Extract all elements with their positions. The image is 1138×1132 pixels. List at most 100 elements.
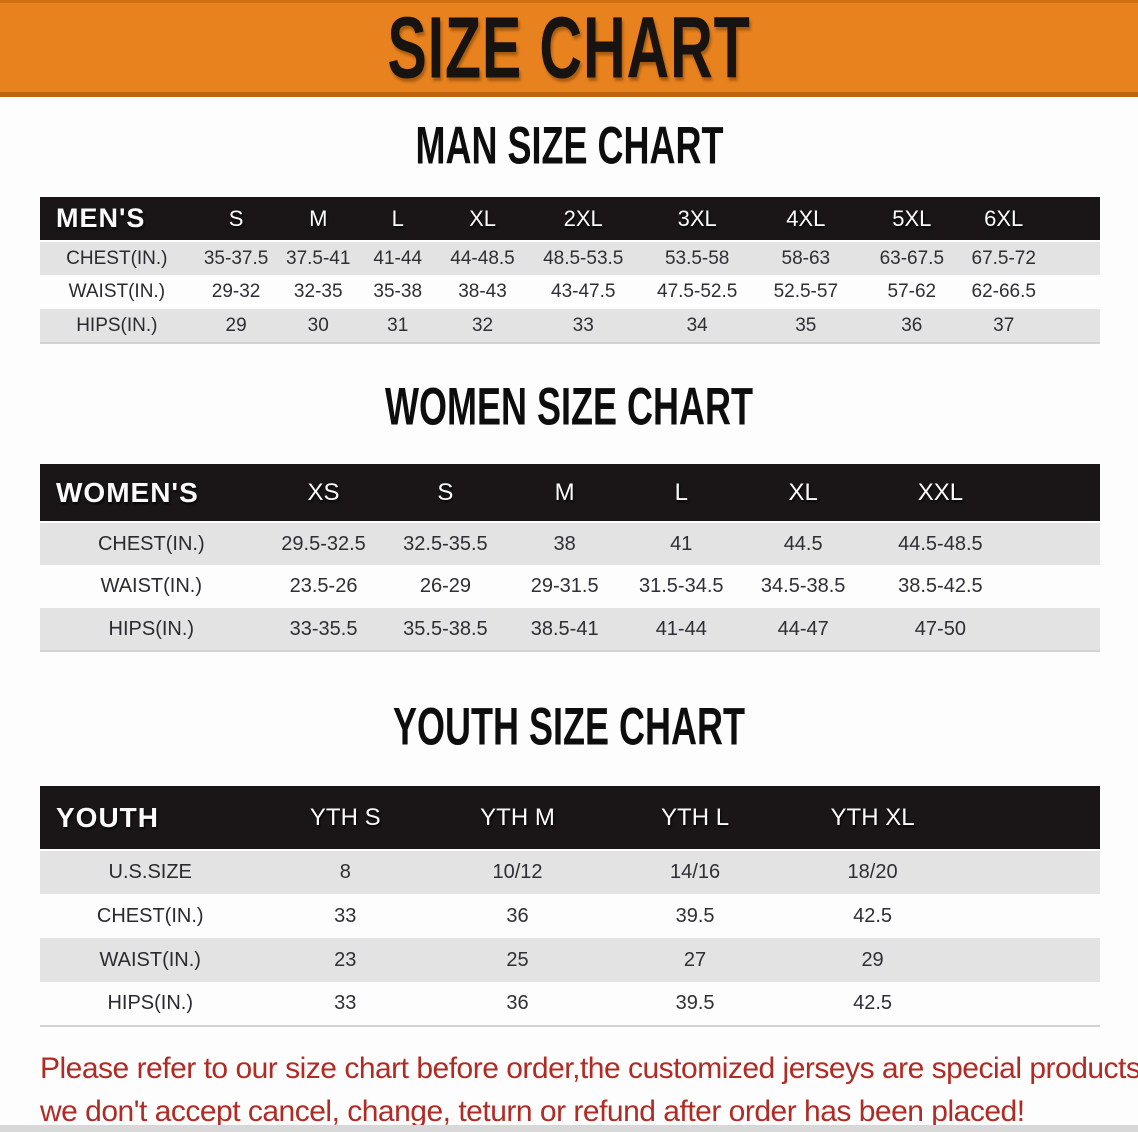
- size-column-header: 6XL: [967, 197, 1100, 242]
- size-value: 43-47.5: [551, 281, 616, 302]
- size-value: 38-43: [458, 281, 507, 302]
- size-column-header: L: [622, 464, 740, 523]
- size-value: 27: [683, 948, 707, 971]
- row-label: WAIST(IN.): [100, 575, 203, 597]
- size-value: 30: [307, 314, 329, 336]
- size-value: 29-32: [211, 281, 261, 302]
- size-value: 41-44: [373, 247, 423, 269]
- size-value: 36: [506, 992, 529, 1014]
- row-label: WAIST(IN.): [68, 281, 166, 302]
- table-row: WAIST(IN.) 29-32 32-35 35-38 38-43 43-47.5 47.…: [40, 275, 1100, 309]
- size-column-header: 3XL: [638, 197, 756, 242]
- table-row: HIPS(IN.) 33-35.5 35.5-38.5 38.5-41 41-44 44-…: [40, 608, 1100, 651]
- size-value: 35-37.5: [203, 247, 269, 269]
- size-column-header: 4XL: [755, 197, 857, 242]
- table-row: WAIST(IN.) 23.5-26 26-29 29-31.5 31.5-34.5 34…: [40, 565, 1100, 608]
- size-value: 32.5-35.5: [403, 532, 488, 555]
- size-value: 33: [572, 314, 594, 336]
- table-row: WAIST(IN.) 23 25 27 29: [40, 938, 1100, 982]
- table-row: HIPS(IN.) 29 30 31 32 33 34 35 36 37: [40, 309, 1100, 343]
- size-column-header: S: [193, 197, 279, 242]
- size-column-header: M: [506, 464, 623, 523]
- size-table: WOMEN'S XS S M L XL XXL CHEST(IN.) 29.5-32.5 32.5…: [40, 464, 1100, 652]
- size-value: 32: [471, 314, 494, 336]
- banner: SIZE CHART: [0, 0, 1138, 97]
- size-value: 35: [795, 314, 817, 336]
- men-section: MAN SIZE CHART MEN'S S M L XL 2XL 3XL 4XL 5XL 6XL…: [0, 116, 1138, 344]
- size-value: 33: [334, 904, 357, 927]
- size-value: 14/16: [670, 861, 721, 883]
- row-label: WAIST(IN.): [99, 948, 201, 971]
- size-value: 37.5-41: [286, 247, 351, 269]
- size-value: 39.5: [675, 992, 715, 1014]
- table-header-row: MEN'S S M L XL 2XL 3XL 4XL 5XL 6XL: [40, 197, 1100, 242]
- row-label: U.S.SIZE: [108, 861, 192, 883]
- table-label: MEN'S: [40, 197, 194, 242]
- size-value: 31: [387, 314, 409, 336]
- size-value: 35.5-38.5: [403, 617, 488, 640]
- size-value: 44.5-48.5: [898, 532, 983, 555]
- row-label: HIPS(IN.): [76, 314, 158, 336]
- size-value: 33: [334, 992, 357, 1014]
- size-value: 23.5-26: [289, 575, 358, 597]
- size-column-header: XS: [262, 464, 385, 523]
- size-value: 47-50: [914, 617, 966, 640]
- size-value: 31.5-34.5: [639, 575, 724, 597]
- table-label: WOMEN'S: [40, 464, 263, 523]
- table-row: CHEST(IN.) 29.5-32.5 32.5-35.5 38 41 44.5 44.5…: [40, 522, 1100, 565]
- table-row: HIPS(IN.) 33 36 39.5 42.5: [40, 982, 1100, 1026]
- size-table: YOUTH YTH S YTH M YTH L YTH XL U.S.SIZE 8 10/12…: [40, 786, 1100, 1027]
- men-heading-text: MAN SIZE CHART: [414, 115, 723, 176]
- size-value: 29: [861, 948, 884, 971]
- size-value: 39.5: [675, 904, 715, 927]
- size-value: 58-63: [781, 247, 831, 269]
- men-heading: MAN SIZE CHART: [0, 116, 1138, 179]
- women-section: WOMEN SIZE CHART WOMEN'S XS S M L XL XXL CHEST(…: [0, 377, 1138, 652]
- size-value: 34.5-38.5: [760, 575, 846, 597]
- size-value: 36: [506, 904, 529, 927]
- size-value: 34: [686, 314, 708, 336]
- size-column-header: YTH S: [260, 786, 431, 851]
- disclaimer-line1: Please refer to our size chart before or…: [40, 1052, 1138, 1085]
- row-label: HIPS(IN.): [108, 617, 195, 640]
- table-header-row: WOMEN'S XS S M L XL XXL: [40, 464, 1100, 523]
- size-value: 29.5-32.5: [281, 532, 366, 555]
- youth-heading-text: YOUTH SIZE CHART: [392, 696, 745, 757]
- size-value: 41-44: [655, 617, 707, 640]
- size-value: 41: [670, 532, 693, 555]
- size-value: 8: [339, 861, 351, 883]
- size-value: 37: [993, 314, 1015, 336]
- size-value: 42.5: [853, 992, 893, 1014]
- table-row: U.S.SIZE 8 10/12 14/16 18/20: [40, 850, 1100, 894]
- size-value: 42.5: [853, 904, 893, 927]
- youth-heading: YOUTH SIZE CHART: [0, 697, 1138, 760]
- row-label: CHEST(IN.): [97, 532, 205, 555]
- size-value: 52.5-57: [773, 281, 839, 302]
- size-value: 57-62: [887, 281, 937, 302]
- size-value: 67.5-72: [971, 247, 1036, 269]
- men-size-table: MEN'S S M L XL 2XL 3XL 4XL 5XL 6XL CHEST(IN.) 35-37…: [40, 197, 1100, 344]
- size-value: 29-31.5: [530, 575, 599, 597]
- size-column-header: YTH L: [604, 786, 786, 851]
- youth-size-table: YOUTH YTH S YTH M YTH L YTH XL U.S.SIZE 8 10/12…: [40, 786, 1100, 1027]
- size-value: 38: [553, 532, 576, 555]
- banner-title: SIZE CHART: [387, 0, 751, 97]
- disclaimer-line2: we don't accept cancel, change, teturn o…: [40, 1095, 1025, 1128]
- row-label: CHEST(IN.): [66, 247, 168, 269]
- size-column-header: L: [357, 197, 438, 242]
- size-column-header: XL: [739, 464, 867, 523]
- size-column-header: XXL: [866, 464, 1100, 523]
- size-value: 25: [506, 948, 529, 971]
- women-heading-text: WOMEN SIZE CHART: [384, 376, 753, 437]
- size-column-header: M: [278, 197, 358, 242]
- size-value: 23: [334, 948, 357, 971]
- size-value: 44.5: [783, 532, 823, 555]
- women-heading: WOMEN SIZE CHART: [0, 377, 1138, 440]
- size-value: 44-48.5: [450, 247, 515, 269]
- bottom-bar: [0, 1125, 1138, 1132]
- size-value: 44-47: [777, 617, 829, 640]
- disclaimer: Please refer to our size chart before or…: [40, 1047, 1138, 1132]
- table-header-row: YOUTH YTH S YTH M YTH L YTH XL: [40, 786, 1100, 851]
- size-value: 35-38: [373, 281, 423, 302]
- size-value: 33-35.5: [289, 617, 358, 640]
